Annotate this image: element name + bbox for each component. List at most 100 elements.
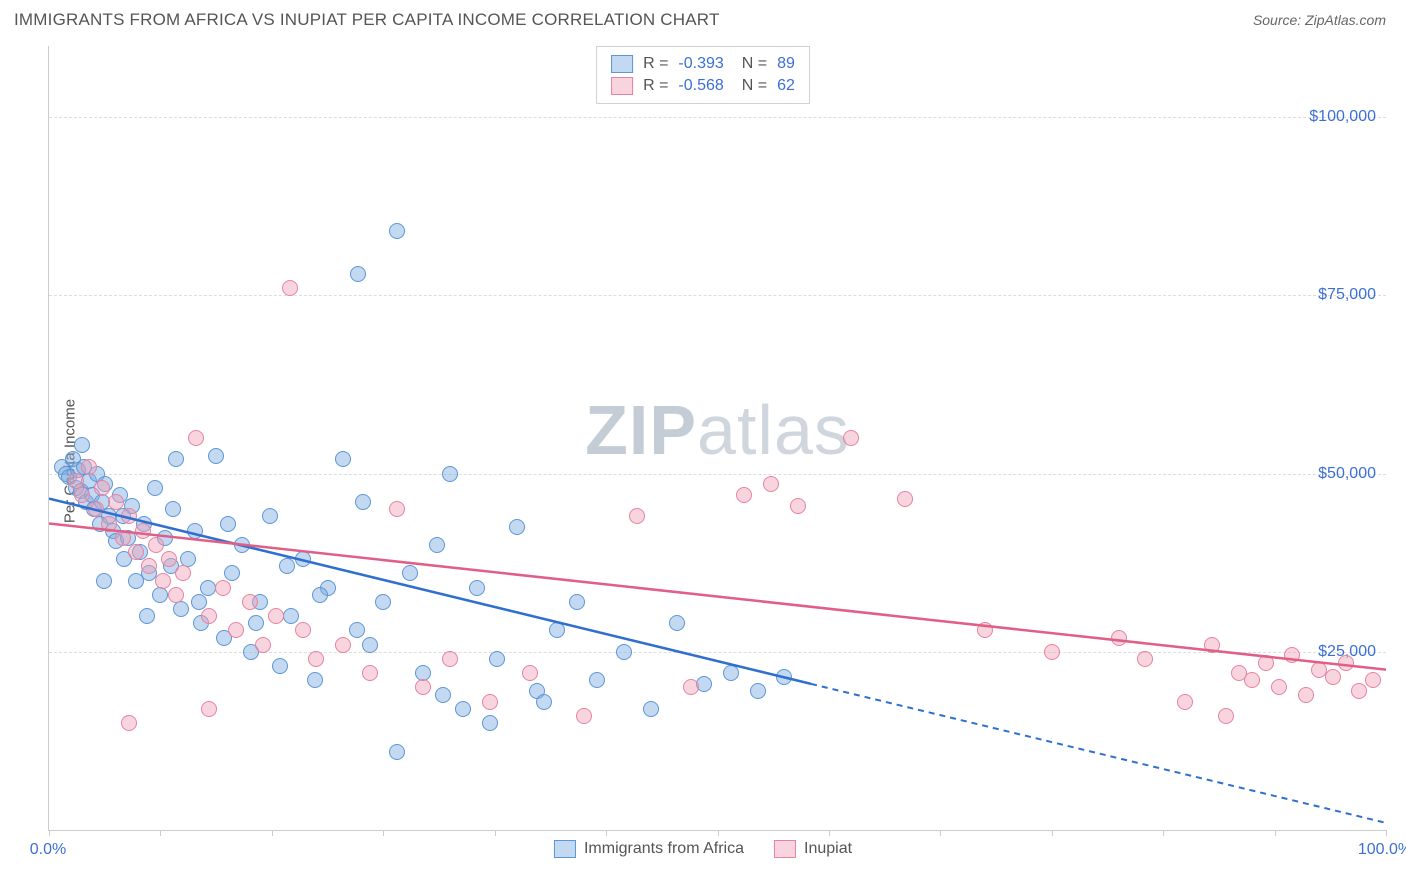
data-point bbox=[282, 280, 298, 296]
data-point bbox=[1177, 694, 1193, 710]
data-point bbox=[135, 523, 151, 539]
data-point bbox=[750, 683, 766, 699]
data-point bbox=[168, 587, 184, 603]
data-point bbox=[242, 594, 258, 610]
swatch-series1 bbox=[611, 55, 633, 73]
x-tick-label: 100.0% bbox=[1358, 841, 1406, 859]
data-point bbox=[389, 501, 405, 517]
x-tick-label: 0.0% bbox=[30, 841, 66, 859]
data-point bbox=[201, 701, 217, 717]
data-point bbox=[248, 615, 264, 631]
data-point bbox=[349, 622, 365, 638]
data-point bbox=[1325, 669, 1341, 685]
data-point bbox=[262, 508, 278, 524]
data-point bbox=[161, 551, 177, 567]
chart-title: IMMIGRANTS FROM AFRICA VS INUPIAT PER CA… bbox=[14, 10, 720, 30]
data-point bbox=[576, 708, 592, 724]
data-point bbox=[88, 501, 104, 517]
data-point bbox=[188, 430, 204, 446]
source-attribution: Source: ZipAtlas.com bbox=[1253, 12, 1386, 28]
data-point bbox=[522, 665, 538, 681]
data-point bbox=[362, 665, 378, 681]
data-point bbox=[616, 644, 632, 660]
data-point bbox=[429, 537, 445, 553]
data-point bbox=[215, 580, 231, 596]
data-point bbox=[121, 508, 137, 524]
data-point bbox=[549, 622, 565, 638]
data-point bbox=[155, 573, 171, 589]
data-point bbox=[977, 622, 993, 638]
data-point bbox=[763, 476, 779, 492]
data-point bbox=[736, 487, 752, 503]
data-point bbox=[1044, 644, 1060, 660]
data-point bbox=[152, 587, 168, 603]
data-point bbox=[74, 487, 90, 503]
data-point bbox=[74, 437, 90, 453]
data-point bbox=[115, 530, 131, 546]
legend-row-series1: R =-0.393 N =89 bbox=[611, 53, 795, 75]
data-point bbox=[1137, 651, 1153, 667]
data-point bbox=[696, 676, 712, 692]
data-point bbox=[415, 679, 431, 695]
data-point bbox=[175, 565, 191, 581]
swatch-icon bbox=[774, 840, 796, 858]
series-legend: Immigrants from Africa Inupiat bbox=[544, 840, 862, 858]
data-point bbox=[272, 658, 288, 674]
data-point bbox=[81, 459, 97, 475]
regression-lines bbox=[49, 46, 1386, 830]
data-point bbox=[96, 573, 112, 589]
data-point bbox=[121, 715, 137, 731]
data-point bbox=[435, 687, 451, 703]
data-point bbox=[220, 516, 236, 532]
y-tick-label: $50,000 bbox=[1318, 465, 1376, 483]
correlation-legend: R =-0.393 N =89 R =-0.568 N =62 bbox=[596, 46, 810, 104]
data-point bbox=[1351, 683, 1367, 699]
data-point bbox=[295, 622, 311, 638]
data-point bbox=[723, 665, 739, 681]
data-point bbox=[224, 565, 240, 581]
data-point bbox=[255, 637, 271, 653]
data-point bbox=[509, 519, 525, 535]
data-point bbox=[790, 498, 806, 514]
data-point bbox=[108, 494, 124, 510]
data-point bbox=[165, 501, 181, 517]
data-point bbox=[589, 672, 605, 688]
legend-row-series2: R =-0.568 N =62 bbox=[611, 75, 795, 97]
data-point bbox=[128, 544, 144, 560]
y-tick-label: $100,000 bbox=[1309, 108, 1376, 126]
chart-container: Per Capita Income ZIPatlas $25,000$50,00… bbox=[0, 36, 1406, 886]
data-point bbox=[335, 637, 351, 653]
data-point bbox=[350, 266, 366, 282]
data-point bbox=[536, 694, 552, 710]
data-point bbox=[683, 679, 699, 695]
data-point bbox=[489, 651, 505, 667]
plot-area: ZIPatlas $25,000$50,000$75,000$100,000 bbox=[48, 46, 1386, 831]
data-point bbox=[201, 608, 217, 624]
data-point bbox=[1365, 672, 1381, 688]
data-point bbox=[482, 715, 498, 731]
data-point bbox=[1271, 679, 1287, 695]
data-point bbox=[147, 480, 163, 496]
data-point bbox=[1284, 647, 1300, 663]
data-point bbox=[191, 594, 207, 610]
data-point bbox=[335, 451, 351, 467]
legend-item-series2: Inupiat bbox=[774, 840, 852, 858]
data-point bbox=[669, 615, 685, 631]
data-point bbox=[1204, 637, 1220, 653]
swatch-series2 bbox=[611, 77, 633, 95]
data-point bbox=[295, 551, 311, 567]
data-point bbox=[307, 672, 323, 688]
data-point bbox=[455, 701, 471, 717]
data-point bbox=[1244, 672, 1260, 688]
data-point bbox=[200, 580, 216, 596]
legend-item-series1: Immigrants from Africa bbox=[554, 840, 744, 858]
data-point bbox=[1111, 630, 1127, 646]
data-point bbox=[312, 587, 328, 603]
data-point bbox=[148, 537, 164, 553]
data-point bbox=[1298, 687, 1314, 703]
data-point bbox=[776, 669, 792, 685]
data-point bbox=[442, 651, 458, 667]
data-point bbox=[141, 558, 157, 574]
data-point bbox=[402, 565, 418, 581]
data-point bbox=[208, 448, 224, 464]
